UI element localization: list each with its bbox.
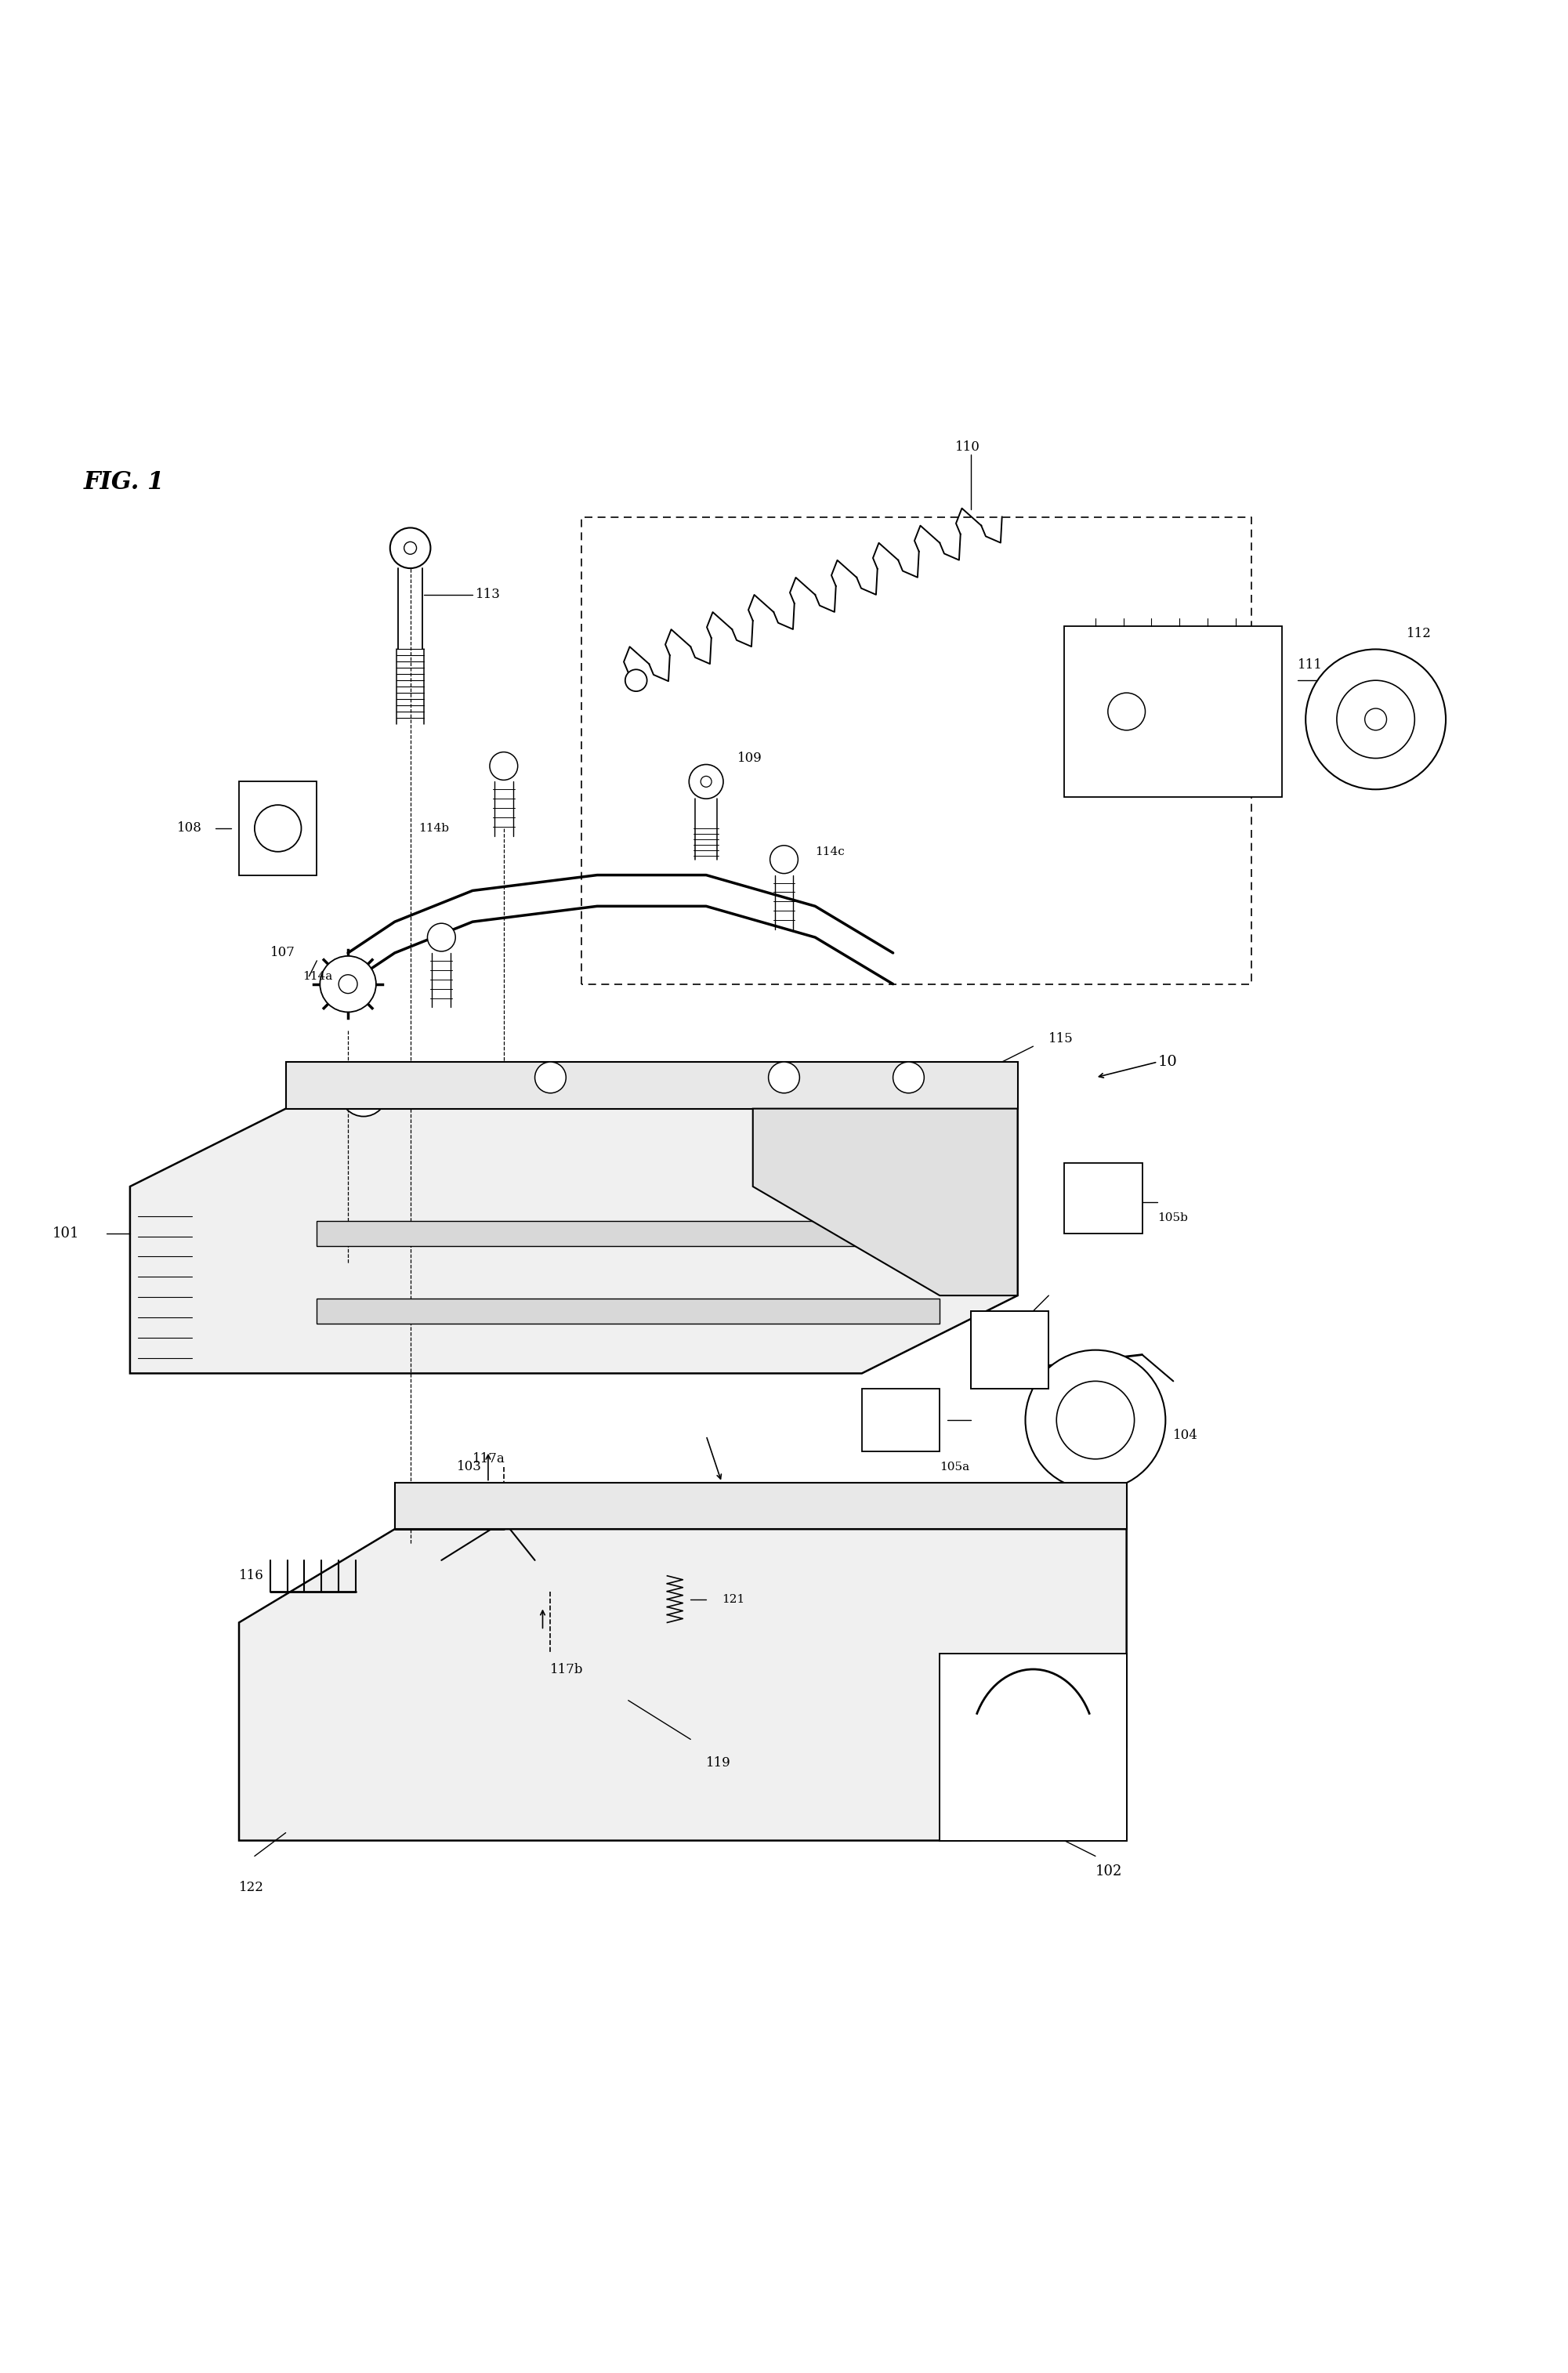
Text: 104: 104 <box>1173 1429 1198 1443</box>
Circle shape <box>626 669 648 691</box>
Text: 117a: 117a <box>472 1452 505 1467</box>
Circle shape <box>535 1063 566 1094</box>
Text: 108: 108 <box>177 821 202 835</box>
Circle shape <box>768 1063 800 1094</box>
Circle shape <box>390 527 431 567</box>
Polygon shape <box>753 1108 1018 1296</box>
Text: 116: 116 <box>238 1569 263 1583</box>
Text: 107: 107 <box>270 947 295 959</box>
Text: 118: 118 <box>660 1500 684 1512</box>
Circle shape <box>320 956 376 1013</box>
Circle shape <box>701 776 712 788</box>
Polygon shape <box>862 1388 939 1452</box>
Text: 122: 122 <box>238 1882 263 1894</box>
Polygon shape <box>971 1310 1049 1388</box>
Circle shape <box>1338 681 1414 759</box>
Circle shape <box>1057 1381 1134 1459</box>
Polygon shape <box>317 1220 939 1246</box>
Polygon shape <box>238 781 317 876</box>
Circle shape <box>254 804 301 852</box>
Text: 105a: 105a <box>939 1462 969 1471</box>
Polygon shape <box>939 1654 1126 1841</box>
Circle shape <box>688 764 723 800</box>
Circle shape <box>1364 710 1386 731</box>
Text: 114c: 114c <box>815 847 845 857</box>
Circle shape <box>986 1327 1033 1374</box>
Circle shape <box>1109 693 1145 731</box>
Text: 102: 102 <box>1096 1865 1123 1879</box>
Polygon shape <box>238 1528 1126 1841</box>
Circle shape <box>770 845 798 873</box>
Text: 114b: 114b <box>419 823 448 833</box>
Text: 103: 103 <box>456 1459 481 1474</box>
Text: 115: 115 <box>1049 1032 1074 1044</box>
Text: 110: 110 <box>955 439 980 453</box>
Text: 111: 111 <box>1298 657 1323 672</box>
Circle shape <box>340 1070 387 1115</box>
Circle shape <box>894 1063 924 1094</box>
Text: 106: 106 <box>285 1070 310 1084</box>
Polygon shape <box>285 1063 1018 1108</box>
Circle shape <box>1025 1350 1165 1490</box>
Text: 113: 113 <box>475 589 500 600</box>
Polygon shape <box>1065 626 1283 797</box>
Text: 112: 112 <box>1406 626 1432 641</box>
Circle shape <box>489 752 517 781</box>
Text: 10: 10 <box>1157 1056 1178 1068</box>
Text: FIG. 1: FIG. 1 <box>83 470 165 494</box>
Text: 114a: 114a <box>303 971 332 982</box>
Text: 120: 120 <box>986 1274 1011 1286</box>
Circle shape <box>428 923 455 952</box>
Polygon shape <box>130 1108 1018 1374</box>
Text: 117b: 117b <box>550 1663 583 1675</box>
Circle shape <box>356 1084 372 1101</box>
Text: 105b: 105b <box>1157 1213 1189 1222</box>
Polygon shape <box>317 1298 939 1324</box>
Text: 121: 121 <box>721 1595 745 1604</box>
Text: 119: 119 <box>706 1756 731 1770</box>
Circle shape <box>339 975 358 994</box>
Polygon shape <box>1065 1163 1142 1234</box>
Text: 109: 109 <box>737 752 762 764</box>
Text: 101: 101 <box>52 1227 80 1241</box>
Polygon shape <box>395 1483 1126 1528</box>
Circle shape <box>405 541 417 555</box>
Circle shape <box>1306 650 1446 790</box>
